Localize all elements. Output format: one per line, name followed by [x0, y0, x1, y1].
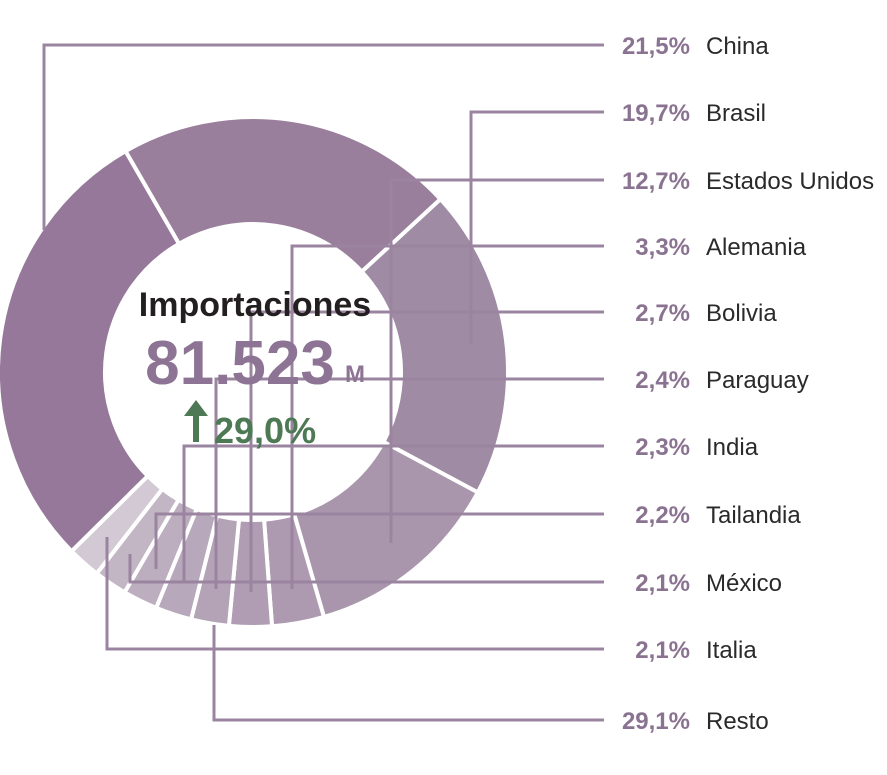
slice-percent-2: 12,7% [622, 168, 690, 195]
slice-labels: 21,5% China 19,7% Brasil 12,7% Estados Unidos… [622, 33, 874, 735]
arrow-up-icon [184, 400, 208, 442]
slice-label-5: Paraguay [706, 367, 809, 394]
leader-line-5 [214, 377, 604, 589]
slice-percent-7: 2,2% [635, 502, 690, 529]
leader-line-6 [182, 444, 604, 581]
slice-label-9: Italia [706, 637, 757, 664]
slice-0 [122, 115, 444, 275]
leader-line-1 [469, 110, 604, 344]
slice-percent-1: 19,7% [622, 100, 690, 127]
slice-label-6: India [706, 434, 759, 461]
slice-10 [0, 148, 182, 555]
center-label: Importaciones 81.523 M 29,0% [139, 286, 371, 451]
slice-label-4: Bolivia [706, 300, 777, 327]
slice-percent-4: 2,7% [635, 300, 690, 327]
slice-label-1: Brasil [706, 100, 766, 127]
slice-percent-3: 3,3% [635, 234, 690, 261]
leader-line-3 [290, 244, 604, 589]
slice-label-2: Estados Unidos [706, 168, 874, 195]
slice-percent-0: 21,5% [622, 33, 690, 60]
leader-line-10 [212, 625, 604, 722]
slice-label-8: México [706, 570, 782, 597]
slice-label-0: China [706, 33, 769, 60]
center-value: 81.523 [145, 329, 335, 398]
slice-label-3: Alemania [706, 234, 807, 261]
center-title: Importaciones [139, 286, 371, 324]
leader-line-2 [389, 178, 604, 543]
center-unit: M [345, 361, 365, 388]
slice-percent-5: 2,4% [635, 367, 690, 394]
leader-line-0 [42, 43, 604, 230]
leader-lines [42, 43, 604, 722]
center-growth: 29,0% [214, 410, 316, 451]
slice-label-10: Resto [706, 708, 769, 735]
slice-percent-9: 2,1% [635, 637, 690, 664]
slice-percent-10: 29,1% [622, 708, 690, 735]
slice-percent-8: 2,1% [635, 570, 690, 597]
slice-percent-6: 2,3% [635, 434, 690, 461]
leader-line-9 [105, 537, 604, 651]
leader-line-8 [128, 554, 604, 584]
slice-label-7: Tailandia [706, 502, 801, 529]
leader-line-4 [249, 310, 604, 592]
leader-line-7 [154, 512, 604, 569]
